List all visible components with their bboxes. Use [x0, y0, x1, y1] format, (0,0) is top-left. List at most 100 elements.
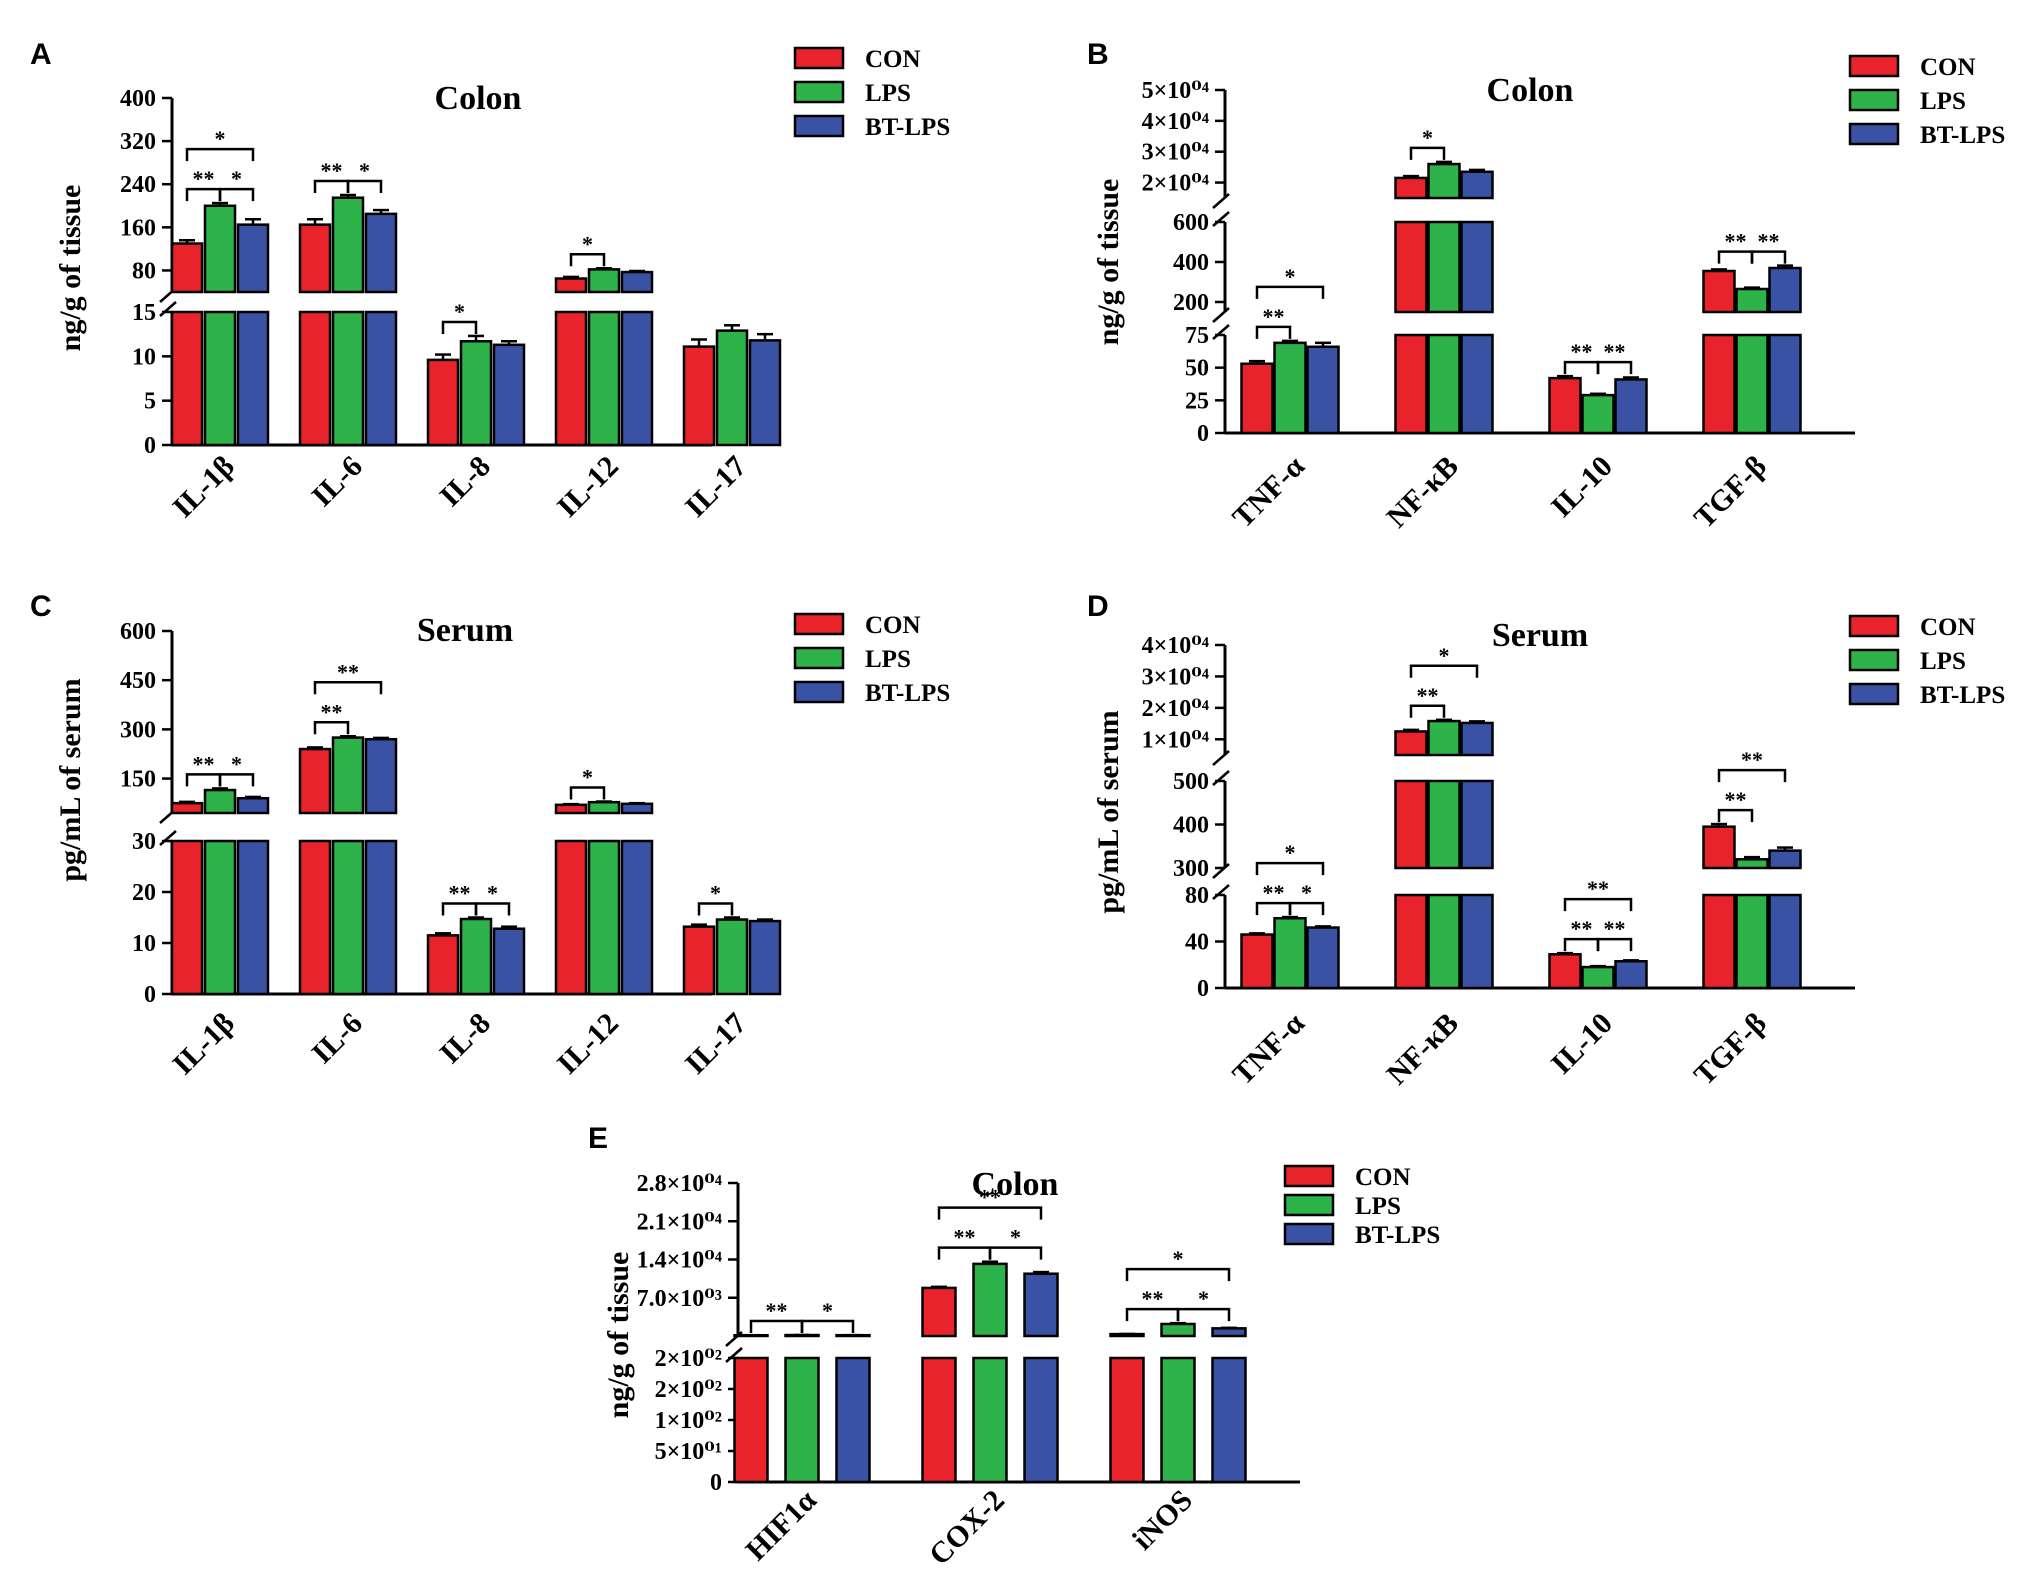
bar-lps [715, 329, 749, 447]
significance-bracket [441, 320, 478, 334]
significance-marker: * [1422, 125, 1433, 150]
bar-bt-lps [1460, 779, 1494, 870]
legend-label: BT-LPS [865, 114, 950, 141]
bar-bt-lps [620, 310, 654, 447]
y-tick-label: 10 [132, 344, 156, 370]
bar-con [1394, 893, 1428, 990]
bar-bt-lps [620, 802, 654, 815]
significance-marker: * [1439, 643, 1450, 668]
y-axis-label: ng/g of tissue [602, 1252, 635, 1419]
y-tick-label: 0 [144, 982, 156, 1008]
significance-marker: ** [1571, 916, 1593, 941]
bar-lps [1427, 779, 1461, 870]
bar-lps [972, 1356, 1008, 1484]
axis-break [1212, 193, 1230, 209]
significance-bracket [1409, 146, 1446, 160]
significance-marker: * [215, 126, 226, 151]
bar-bt-lps [620, 839, 654, 996]
bar-bt-lps [236, 223, 270, 294]
bar-bt-lps [236, 839, 270, 996]
bar-con [1702, 893, 1736, 990]
bar-lps [587, 839, 621, 996]
panel-letter: A [30, 38, 52, 71]
significance-marker: * [487, 881, 498, 906]
y-tick-label: 1.4×10⁰⁴ [637, 1248, 722, 1274]
significance-marker: ** [1725, 787, 1747, 812]
bar-con [298, 310, 332, 447]
bar-lps [1735, 287, 1769, 314]
bar-bt-lps [492, 927, 526, 996]
significance-marker: * [1198, 1286, 1209, 1311]
y-tick-label: 0 [144, 433, 156, 459]
bar-bt-lps [748, 919, 782, 996]
axis-break [1212, 770, 1230, 786]
axis-break [725, 1347, 743, 1363]
significance-marker: * [1285, 840, 1296, 865]
bar-lps [331, 839, 365, 996]
significance-marker: ** [1571, 339, 1593, 364]
x-category-label: IL-1β [166, 1007, 241, 1082]
significance-bracket [1717, 768, 1787, 783]
bar-bt-lps [1460, 170, 1494, 200]
y-tick-label: 500 [1173, 769, 1209, 795]
x-category-label: NF-κB [1380, 1007, 1465, 1092]
y-tick-label: 7.0×10⁰³ [637, 1286, 722, 1312]
x-category-label: IL-1β [166, 450, 241, 525]
bar-con [1394, 176, 1428, 200]
significance-bracket [218, 187, 255, 202]
bar-bt-lps [835, 1356, 871, 1484]
bar-con [1702, 825, 1736, 870]
y-tick-label: 3×10⁰⁴ [1142, 140, 1209, 166]
bar-con [1109, 1356, 1145, 1484]
bar-con [170, 839, 204, 996]
bar-con [682, 925, 716, 996]
bar-con [921, 1286, 957, 1338]
bar-lps [587, 310, 621, 447]
y-axis-label: ng/g of tissue [1092, 179, 1125, 346]
bar-con [554, 310, 588, 447]
panel-letter: E [588, 1122, 608, 1155]
x-category-label: IL-6 [306, 1007, 369, 1070]
legend-swatch-con [793, 612, 845, 636]
axis-break [1212, 211, 1230, 227]
legend-swatch-bt-lps [793, 114, 845, 138]
y-tick-label: 4×10⁰⁴ [1142, 633, 1209, 659]
y-tick-label: 10 [132, 931, 156, 957]
y-tick-label: 5 [144, 389, 156, 415]
bar-con [426, 358, 460, 447]
y-tick-label: 15 [132, 300, 156, 326]
bar-lps [1581, 393, 1615, 435]
significance-marker: * [454, 299, 465, 324]
bar-con [1548, 953, 1582, 990]
x-category-label: IL-12 [551, 1007, 625, 1081]
bar-con [1240, 933, 1274, 990]
bar-lps [331, 310, 365, 447]
bar-lps [972, 1262, 1008, 1338]
significance-bracket [569, 786, 606, 800]
x-category-label: iNOS [1126, 1484, 1199, 1557]
significance-marker: ** [1725, 229, 1747, 254]
legend-swatch-bt-lps [793, 680, 845, 704]
legend-label: LPS [865, 80, 911, 107]
significance-marker: ** [1263, 304, 1285, 329]
panel-a: A Colon ng/g of tissue 0 5 10 15 80 160 240 320 400… [30, 38, 950, 524]
y-tick-label: 20 [132, 880, 156, 906]
bar-con [554, 839, 588, 996]
significance-marker: ** [1142, 1286, 1164, 1311]
significance-bracket [988, 1246, 1043, 1260]
significance-bracket [313, 721, 350, 735]
x-category-label: IL-17 [679, 1007, 753, 1081]
significance-marker: * [1173, 1246, 1184, 1271]
bar-con [1394, 220, 1428, 314]
y-tick-label: 40 [1185, 930, 1209, 956]
bar-lps [203, 310, 237, 447]
bar-bt-lps [748, 339, 782, 447]
axis-break [1212, 863, 1230, 879]
x-category-label: IL-8 [434, 450, 497, 513]
bar-con [170, 242, 204, 294]
significance-marker: * [710, 881, 721, 906]
legend-swatch-con [1848, 614, 1900, 638]
bar-bt-lps [1768, 893, 1802, 990]
y-tick-label: 80 [1185, 883, 1209, 909]
